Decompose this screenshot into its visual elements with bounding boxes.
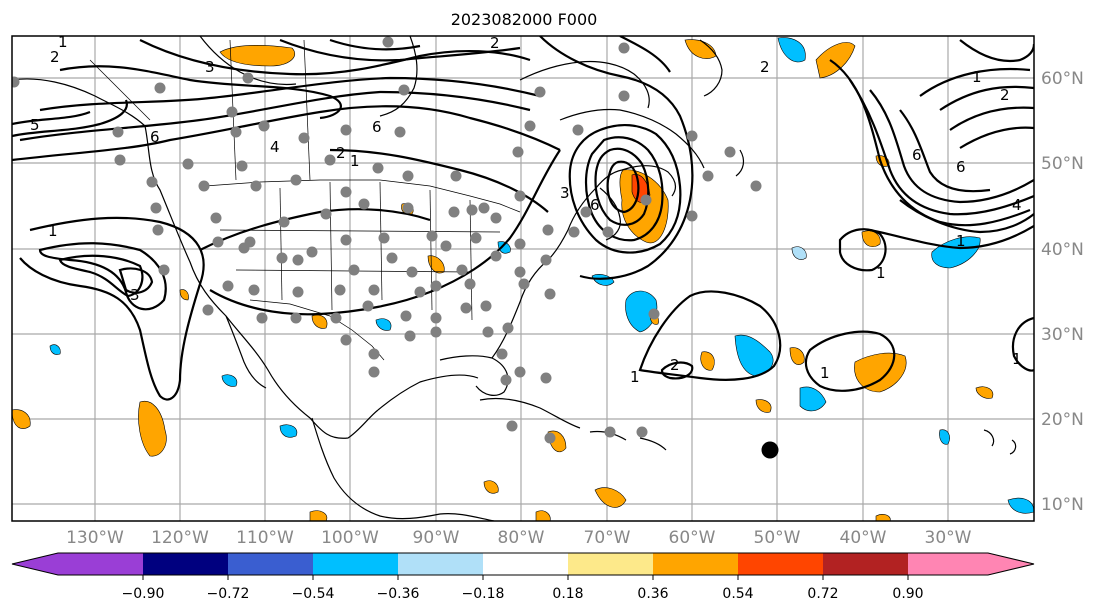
colorbar-segment	[738, 553, 823, 575]
contour-label: 6	[590, 196, 600, 214]
lon-label: 130°W	[66, 528, 124, 548]
contour-label: 1	[972, 68, 982, 86]
colorbar-tick-label: −0.18	[462, 586, 505, 602]
contour-label: 3	[560, 184, 570, 202]
colorbar-segment	[823, 553, 908, 575]
shaded-anomalies	[12, 37, 1034, 521]
contour-label: 1	[48, 222, 58, 240]
lon-label: 100°W	[321, 528, 379, 548]
lon-label: 80°W	[498, 528, 545, 548]
contour-label: 1	[1012, 350, 1022, 368]
contour-label: 1	[58, 33, 68, 51]
colorbar-tick-label: 0.36	[637, 586, 668, 602]
contour-label: 1	[630, 368, 640, 386]
contour-label: 6	[150, 128, 160, 146]
lon-label: 60°W	[669, 528, 716, 548]
lon-label: 50°W	[754, 528, 801, 548]
contour-label: 2	[490, 34, 500, 52]
map-frame	[11, 35, 1035, 522]
colorbar-segment	[143, 553, 228, 575]
lat-label: 50°N	[1041, 154, 1084, 174]
colorbar-segment	[58, 553, 143, 575]
lon-label: 90°W	[413, 528, 460, 548]
contour-label: 4	[270, 138, 280, 156]
colorbar-segment	[908, 553, 988, 575]
colorbar-segment	[228, 553, 313, 575]
lon-label: 110°W	[236, 528, 294, 548]
ocean-background	[12, 36, 1034, 521]
colorbar-tick-label: −0.36	[377, 586, 420, 602]
longitude-labels: 130°W 120°W 110°W 100°W 90°W 80°W 70°W 6…	[66, 528, 972, 548]
colorbar-ticks	[142, 575, 909, 580]
contour-label: 2	[336, 144, 346, 162]
colorbar-segment	[398, 553, 483, 575]
lat-label: 10°N	[1041, 495, 1084, 515]
contour-label: 4	[1012, 196, 1022, 214]
station-dots	[12, 36, 762, 444]
colorbar-segment	[313, 553, 398, 575]
colorbar-segment	[483, 553, 568, 575]
contour-label: 2	[1000, 86, 1010, 104]
contour-labels: 1 2 5 6 3 4 2 6 2 1 1 3 3 6 1 2 1 1 2 6 …	[30, 33, 1022, 386]
map-area: 1 2 5 6 3 4 2 6 2 1 1 3 3 6 1 2 1 1 2 6 …	[12, 33, 1034, 521]
contour-label: 2	[50, 48, 60, 66]
contour-label: 6	[956, 158, 966, 176]
contour-label: 3	[130, 286, 140, 304]
colorbar-extend-high	[988, 553, 1034, 575]
contour-label: 6	[372, 118, 382, 136]
lat-label: 60°N	[1041, 69, 1084, 89]
colorbar-segment	[653, 553, 738, 575]
colorbar-tick-label: 0.90	[892, 586, 923, 602]
lon-label: 40°W	[840, 528, 887, 548]
colorbar-tick-label: 0.54	[722, 586, 753, 602]
colorbar-tick-label: −0.54	[292, 586, 335, 602]
colorbar-tick-label: −0.90	[122, 586, 165, 602]
contour-label: 6	[912, 146, 922, 164]
contour-label: 3	[205, 58, 215, 76]
latitude-labels: 60°N 50°N 40°N 30°N 20°N 10°N	[1041, 69, 1084, 515]
colorbar-segment	[568, 553, 653, 575]
contour-label: 1	[820, 364, 830, 382]
coastlines	[12, 36, 1017, 521]
colorbar-outline	[11, 552, 1035, 576]
storm-marker	[761, 441, 779, 459]
colorbar-tick-label: 0.72	[807, 586, 838, 602]
contour-label: 1	[956, 232, 966, 250]
lat-label: 20°N	[1041, 410, 1084, 430]
contour-label: 1	[876, 264, 886, 282]
colorbar-tick-label: 0.18	[552, 586, 583, 602]
colorbar: −0.90 −0.72 −0.54 −0.36 −0.18 0.18 0.36 …	[11, 552, 1035, 602]
lon-label: 120°W	[151, 528, 209, 548]
colorbar-extend-low	[12, 553, 58, 575]
lat-label: 40°N	[1041, 240, 1084, 260]
colorbar-tick-label: −0.72	[207, 586, 250, 602]
lon-label: 70°W	[584, 528, 631, 548]
contour-label: 2	[670, 356, 680, 374]
contour-label: 5	[30, 116, 40, 134]
contour-label: 1	[350, 152, 360, 170]
lat-label: 30°N	[1041, 325, 1084, 345]
contours	[12, 36, 1034, 401]
lon-label: 30°W	[925, 528, 972, 548]
figure-title: 2023082000 F000	[451, 10, 598, 29]
contour-label: 2	[760, 58, 770, 76]
